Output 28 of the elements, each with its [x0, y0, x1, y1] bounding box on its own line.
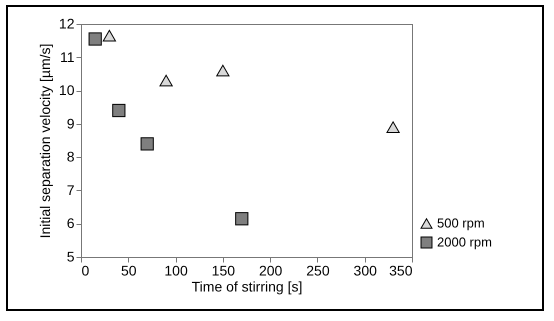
x-tick-label: 150 — [212, 262, 236, 278]
x-tick-label: 300 — [354, 262, 378, 278]
point — [88, 32, 102, 46]
x-tick-label: 250 — [306, 262, 330, 278]
y-tick-label: 7 — [66, 182, 75, 198]
y-tick-label: 8 — [66, 148, 75, 165]
point — [112, 104, 126, 118]
x-tick-label: 200 — [258, 262, 283, 278]
point — [140, 137, 154, 150]
point — [235, 212, 248, 226]
x-tick-label: 350 — [389, 262, 413, 278]
y-tick-label: 11 — [60, 48, 75, 65]
y-tick-label: 10 — [58, 82, 75, 98]
x-axis-title: Time of stirring [s] — [192, 278, 302, 294]
x-tick-label: 0 — [82, 262, 90, 278]
legend-label: 2000 rpm — [437, 234, 492, 250]
legend-label: 500 rpm — [437, 216, 485, 230]
y-axis-title: Initial separation velocity [µm/s] — [36, 44, 53, 238]
point — [386, 121, 400, 133]
point — [102, 30, 116, 42]
point — [216, 64, 230, 76]
point — [159, 74, 173, 86]
x-tick-label: 100 — [164, 262, 188, 278]
y-tick-label: 6 — [66, 215, 75, 232]
x-tick-label: 50 — [120, 262, 137, 278]
y-tick-label: 12 — [58, 16, 75, 32]
y-tick-label: 9 — [66, 115, 75, 132]
y-tick-label: 5 — [66, 248, 75, 264]
